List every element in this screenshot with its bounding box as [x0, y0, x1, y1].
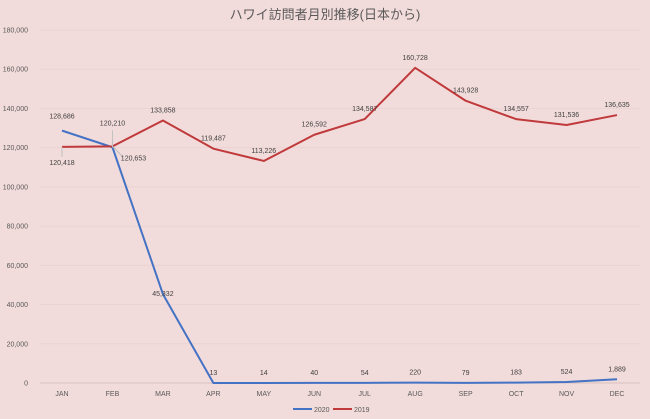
y-tick-label: 140,000: [3, 106, 28, 113]
x-tick-label: OCT: [509, 391, 525, 398]
data-label-2020: 220: [409, 370, 421, 377]
y-tick-label: 80,000: [7, 224, 29, 231]
data-label-2019: 160,728: [403, 55, 428, 62]
data-label-2020: 120,210: [100, 120, 125, 127]
data-label-2020: 79: [462, 370, 470, 377]
data-label-2019: 133,858: [150, 107, 175, 114]
data-label-2019: 119,487: [201, 136, 226, 143]
y-tick-label: 160,000: [3, 67, 28, 74]
series-line-2020: [61, 129, 618, 384]
series-line-2019: [61, 66, 618, 162]
y-tick-label: 40,000: [7, 302, 29, 309]
data-label-2019: 120,418: [49, 160, 74, 167]
x-tick-label: JUL: [359, 391, 372, 398]
data-label-2019: 143,928: [453, 88, 478, 95]
legend-label-2020: 2020: [314, 407, 330, 414]
data-label-2020: 183: [510, 370, 522, 377]
x-tick-label: SEP: [459, 391, 473, 398]
data-label-2019: 134,587: [352, 106, 377, 113]
y-tick-label: 20,000: [7, 341, 29, 348]
data-label-2019: 134,557: [503, 106, 528, 113]
data-label-2020: 54: [361, 370, 369, 377]
data-label-2019: 126,592: [302, 122, 327, 129]
data-label-2020: 14: [260, 370, 268, 377]
data-label-2019: 131,536: [554, 112, 579, 119]
data-label-2020: 524: [561, 369, 573, 376]
data-label-2020: 13: [209, 370, 217, 377]
x-tick-label: AUG: [408, 391, 423, 398]
legend-label-2019: 2019: [354, 407, 370, 414]
x-tick-label: MAR: [155, 391, 171, 398]
y-tick-label: 60,000: [7, 263, 29, 270]
data-label-2019: 136,635: [604, 102, 629, 109]
data-label-2020: 40: [310, 370, 318, 377]
y-tick-label: 100,000: [3, 184, 28, 191]
x-tick-label: DEC: [610, 391, 625, 398]
leader-line: [112, 146, 123, 157]
data-label-2020: 1,889: [608, 366, 626, 373]
x-tick-label: JAN: [55, 391, 68, 398]
data-label-2019: 113,226: [251, 148, 276, 155]
x-tick-label: FEB: [106, 391, 120, 398]
y-tick-label: 120,000: [3, 145, 28, 152]
x-tick-label: APR: [206, 391, 220, 398]
data-label-2020: 128,686: [49, 114, 74, 121]
x-tick-label: JUN: [307, 391, 321, 398]
chart-title: ハワイ訪問者月別推移(日本から): [230, 7, 421, 22]
data-label-2019: 120,653: [121, 155, 146, 162]
x-tick-label: NOV: [559, 391, 575, 398]
y-tick-label: 0: [24, 381, 28, 388]
y-tick-label: 180,000: [3, 28, 28, 35]
data-label-2020: 45,332: [152, 291, 174, 298]
x-tick-label: MAY: [256, 391, 271, 398]
